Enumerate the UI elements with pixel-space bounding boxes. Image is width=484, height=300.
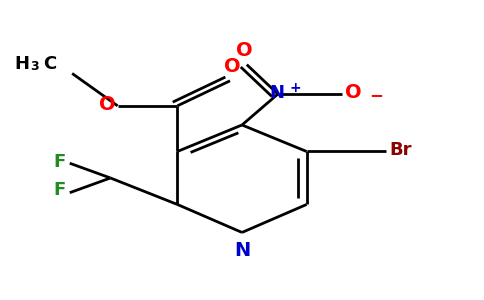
Text: 3: 3 xyxy=(30,61,39,74)
Text: Br: Br xyxy=(389,141,412,159)
Text: F: F xyxy=(54,181,66,199)
Text: N: N xyxy=(234,241,250,260)
Text: F: F xyxy=(54,153,66,171)
Text: O: O xyxy=(236,41,253,60)
Text: O: O xyxy=(346,83,362,102)
Text: C: C xyxy=(44,55,57,73)
Text: −: − xyxy=(369,86,383,104)
Text: O: O xyxy=(224,57,241,76)
Text: H: H xyxy=(14,55,29,73)
Text: N: N xyxy=(270,84,285,102)
Text: O: O xyxy=(99,95,115,114)
Text: +: + xyxy=(290,81,302,95)
